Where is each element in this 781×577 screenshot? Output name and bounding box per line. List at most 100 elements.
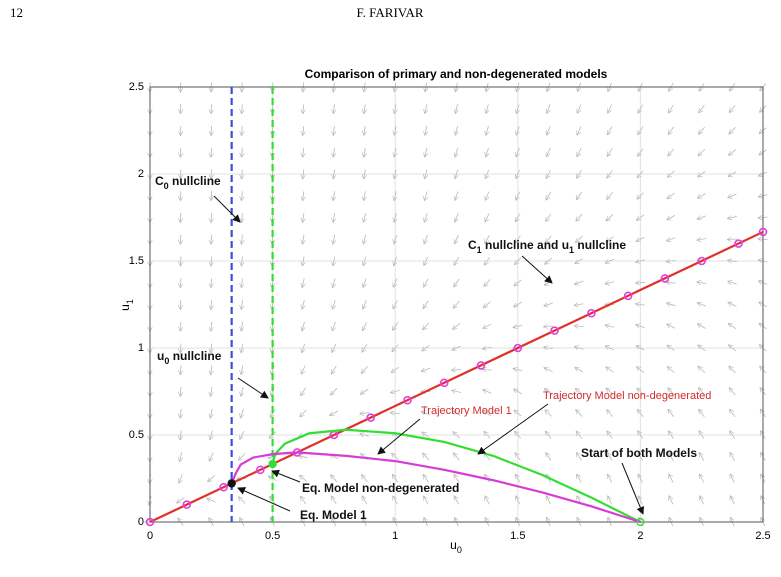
vector-arrow [333,213,335,222]
vector-arrow [636,325,645,328]
vector-arrow [576,410,583,417]
vector-arrow [699,453,705,461]
vector-arrow [667,214,676,219]
key-point [227,479,236,488]
vector-arrow [699,388,705,396]
annotation: Trajectory Model non-degenerated [543,390,711,402]
vector-arrow [424,278,429,287]
vector-arrow [211,256,212,266]
vector-arrow [425,169,427,179]
vector-arrow [180,452,182,461]
vector-arrow [363,256,366,266]
vector-arrow [424,234,427,243]
vector-arrow [211,278,212,287]
vector-arrow [241,299,242,309]
vector-arrow [209,452,214,461]
vector-arrow [697,238,707,240]
vector-arrow [211,343,212,353]
page-number: 12 [10,5,23,20]
vector-arrow [270,409,276,417]
vector-arrow [453,432,461,439]
vector-arrow [423,322,430,330]
vector-arrow [454,256,460,265]
vector-arrow [608,126,613,135]
annotation-sub: 0 [164,356,169,366]
vector-arrow [516,126,519,134]
vector-arrow [423,300,429,308]
vector-arrow [333,125,334,135]
vector-arrow [211,191,212,200]
vector-arrow [422,344,430,350]
vector-arrow [700,474,705,483]
vector-arrow [577,126,582,134]
vector-arrow [422,412,431,415]
vector-arrow [455,126,457,135]
vector-arrow [668,170,675,177]
vector-arrow [547,126,551,134]
vector-arrow [637,170,644,178]
vector-arrow [606,258,615,263]
vector-arrow [211,365,212,374]
vector-arrow [667,282,676,283]
x-tick-label: 1 [392,530,398,542]
vector-arrow [637,346,645,351]
vector-arrow [180,321,181,331]
vector-arrow [699,410,705,418]
vector-arrow [607,410,613,417]
vector-arrow [363,234,365,244]
vector-arrow [515,432,522,439]
vector-arrow [452,345,461,350]
vector-arrow [484,301,491,308]
vector-arrow [638,148,644,156]
y-tick-label: 1.5 [129,255,144,267]
vector-arrow [638,431,644,439]
vector-arrow [302,256,304,266]
series-marker [623,291,633,301]
vector-arrow [637,192,644,199]
vector-arrow [301,387,306,396]
vector-arrow [575,258,584,264]
vector-arrow [483,323,492,328]
vector-arrow [669,453,674,461]
vector-arrow [241,256,242,266]
vector-arrow [667,324,676,329]
vector-arrow [728,260,737,261]
vector-arrow [484,411,492,417]
vector-arrow [575,304,584,305]
vector-arrow [546,169,551,178]
vector-arrow [698,303,707,306]
vector-arrow [668,148,675,156]
vector-arrow [730,431,736,440]
vector-arrow [483,369,492,370]
vector-arrow [242,125,243,135]
vector-arrow [515,235,521,243]
vector-arrow [638,475,643,483]
vector-arrow [394,191,396,200]
series-marker [403,395,412,405]
vector-arrow [393,475,399,483]
vector-arrow [392,454,399,461]
vector-arrow [514,410,522,417]
vector-arrow [545,410,552,417]
vector-arrow [333,104,334,113]
vector-arrow [668,388,675,396]
y-tick-label: 2.5 [129,81,144,93]
vector-arrow [391,390,400,392]
vector-arrow [424,213,427,222]
vector-arrow [300,476,307,482]
vector-arrow [485,496,490,505]
annotation: Start of both Models [581,446,697,460]
vector-arrow [637,367,645,373]
key-point [268,459,277,469]
vector-arrow [636,260,645,263]
vector-arrow [180,408,181,418]
vector-arrow [207,498,216,503]
vector-arrow [667,260,676,261]
vector-arrow [513,325,523,327]
vector-arrow [363,322,367,330]
vector-arrow [606,236,614,242]
vector-arrow [393,300,398,308]
key-point [636,517,645,527]
vector-arrow [575,347,584,350]
